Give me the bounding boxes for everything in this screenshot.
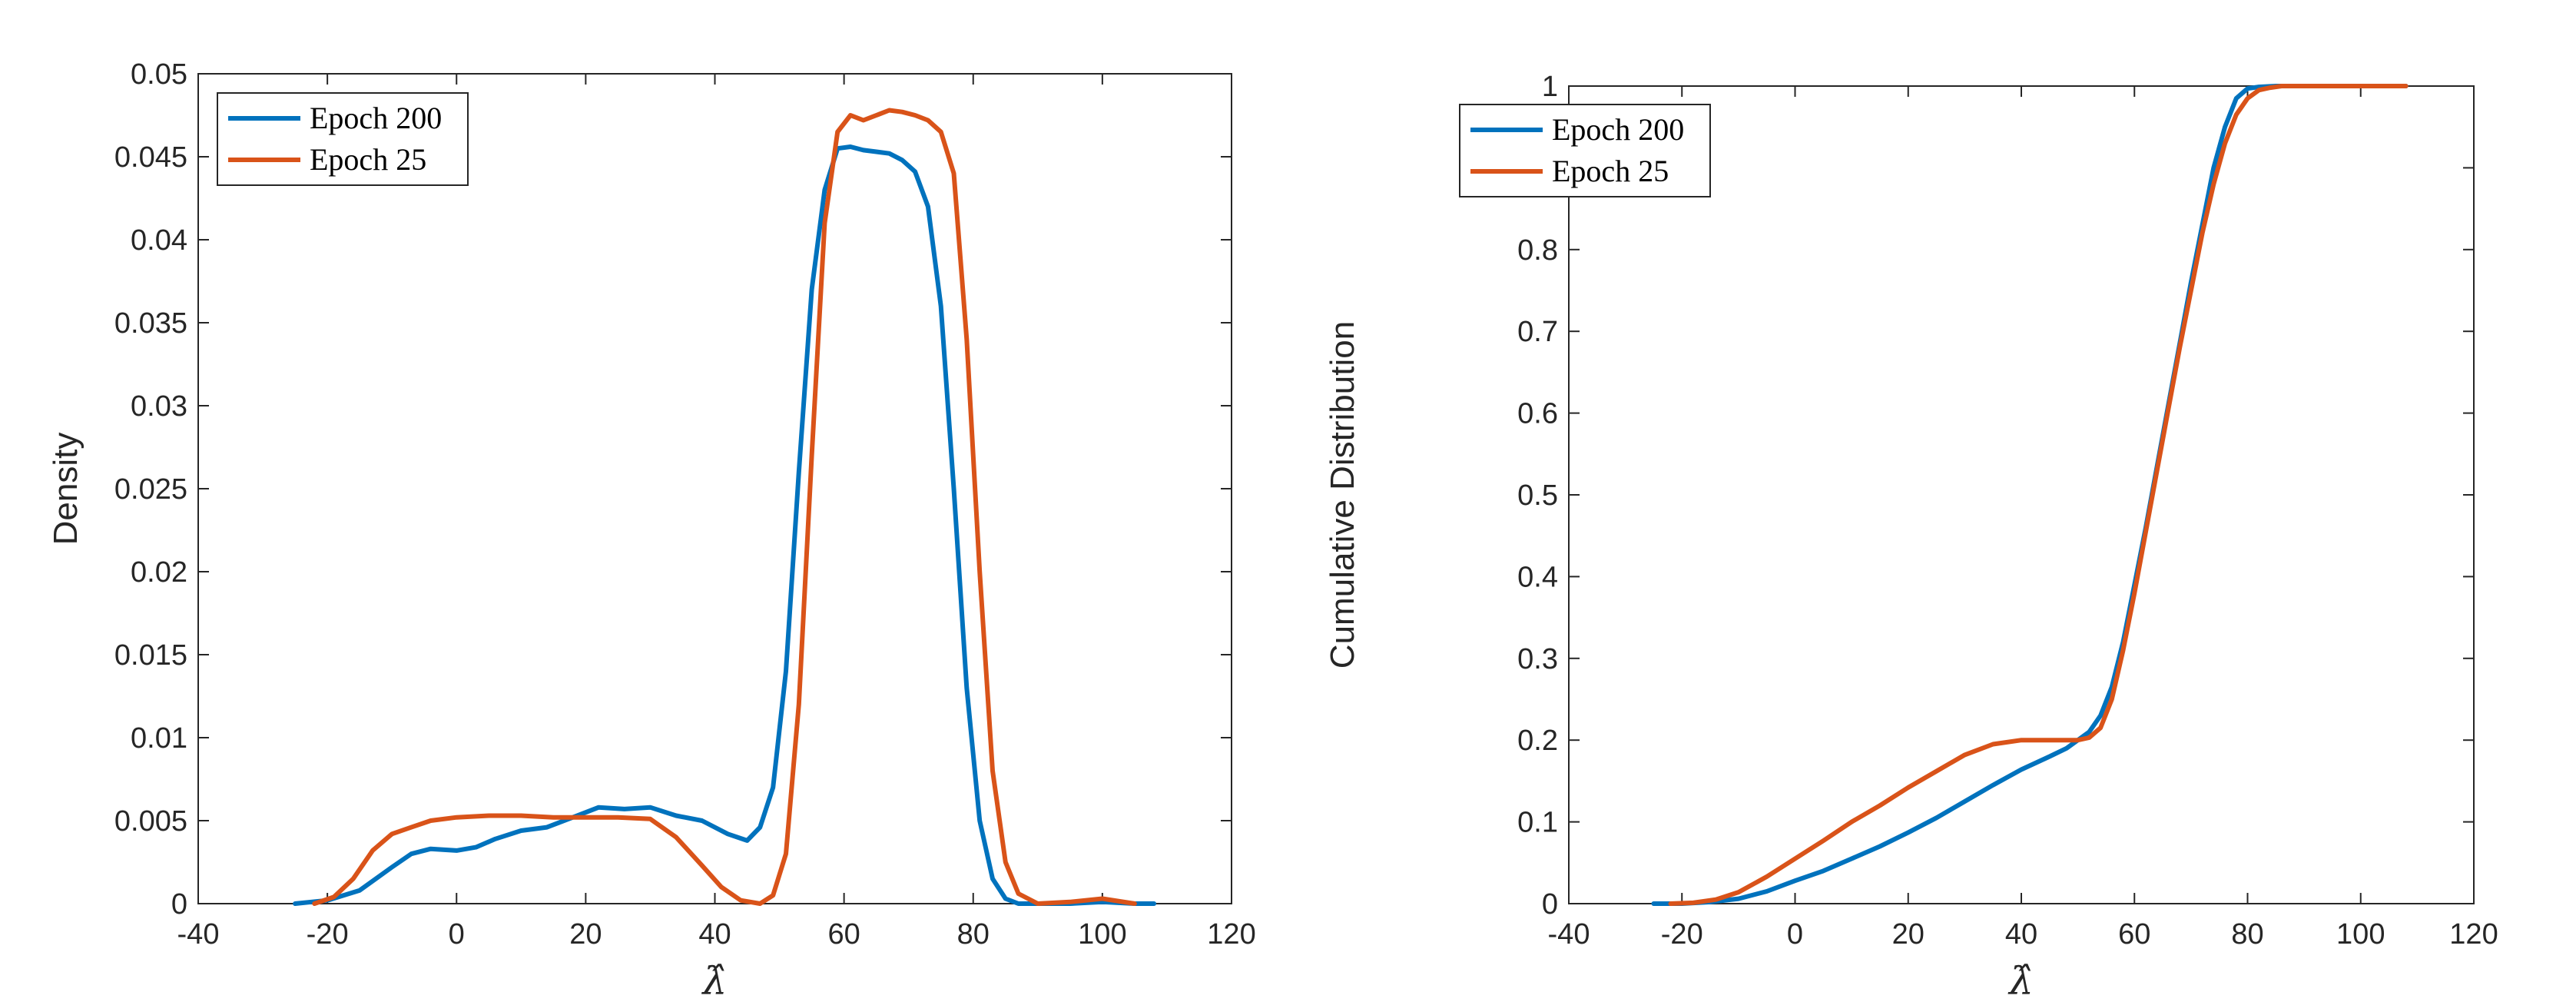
legend-label: Epoch 200 <box>1552 112 1684 147</box>
x-tick-label: 0 <box>449 918 465 951</box>
y-tick-label: 0.025 <box>114 473 187 506</box>
x-tick-label: 60 <box>2118 918 2150 951</box>
legend-label: Epoch 200 <box>310 101 442 135</box>
y-tick-label: 0.8 <box>1517 234 1558 267</box>
x-tick-label: 20 <box>569 918 602 951</box>
x-tick-label: 0 <box>1787 918 1803 951</box>
y-tick-label: 0.2 <box>1517 725 1558 757</box>
series-line-epoch-25 <box>312 108 1137 906</box>
y-tick-label: 0.015 <box>114 639 187 672</box>
y-axis-label: Density <box>47 433 85 546</box>
legend: Epoch 200 Epoch 25 <box>217 92 469 186</box>
y-tick-label: 0.6 <box>1517 398 1558 430</box>
y-tick-label: 0.4 <box>1517 561 1558 593</box>
x-tick-label: 100 <box>2336 918 2385 951</box>
x-tick-label: 40 <box>698 918 731 951</box>
x-tick-label: 120 <box>1207 918 1255 951</box>
y-tick-label: 0.035 <box>114 307 187 340</box>
y-tick-label: 0.02 <box>131 556 187 589</box>
x-tick-label: 80 <box>957 918 990 951</box>
legend-box <box>217 92 469 186</box>
x-tick-label: -20 <box>1661 918 1703 951</box>
y-tick-label: 0 <box>1542 888 1558 921</box>
y-tick-label: 0.1 <box>1517 807 1558 839</box>
y-tick-label: 0.01 <box>131 722 187 755</box>
x-tick-label: 120 <box>2449 918 2498 951</box>
x-tick-label: -20 <box>307 918 349 951</box>
series-line-epoch-200 <box>293 144 1157 906</box>
legend-label: Epoch 25 <box>310 142 426 177</box>
y-tick-label: 0.005 <box>114 805 187 838</box>
legend: Epoch 200 Epoch 25 <box>1459 104 1711 197</box>
y-tick-label: 0.5 <box>1517 479 1558 512</box>
x-tick-label: 100 <box>1078 918 1126 951</box>
y-tick-label: 0.3 <box>1517 643 1558 675</box>
x-tick-label: -40 <box>177 918 220 951</box>
x-axis-label: λ̂ <box>2007 959 2034 1002</box>
x-tick-label: 80 <box>2231 918 2263 951</box>
y-tick-label: 0.045 <box>114 141 187 174</box>
x-axis-label: λ̂ <box>701 959 728 1002</box>
y-tick-label: 0.04 <box>131 224 187 257</box>
y-tick-label: 0 <box>171 888 187 921</box>
x-tick-label: 20 <box>1892 918 1925 951</box>
y-tick-label: 0.03 <box>131 390 187 423</box>
y-tick-label: 0.05 <box>131 58 187 91</box>
y-tick-label: 1 <box>1542 71 1558 103</box>
y-axis-label: Cumulative Distribution <box>1324 321 1361 669</box>
x-tick-label: 40 <box>2005 918 2037 951</box>
cdf-chart: -40 -20 0 20 40 60 80 100 120 0 0.1 0.2 0.3 0.4 0.5 0.6… <box>1324 71 2498 1002</box>
y-tick-label: 0.7 <box>1517 316 1558 348</box>
series-line-epoch-200 <box>1651 84 2409 906</box>
legend-box <box>1459 104 1711 197</box>
legend-label: Epoch 25 <box>1552 154 1669 188</box>
density-chart: -40 -20 0 20 40 60 80 100 120 0 0.005 0.01 0.015 0.02… <box>47 58 1256 1002</box>
x-tick-label: 60 <box>827 918 860 951</box>
series-line-epoch-25 <box>1668 84 2409 906</box>
x-tick-label: -40 <box>1548 918 1590 951</box>
